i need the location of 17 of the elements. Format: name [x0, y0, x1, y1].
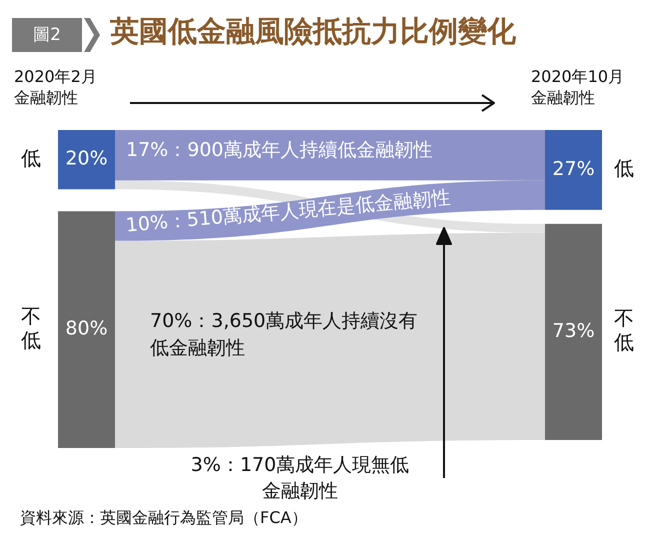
data-label: 73% [552, 320, 595, 342]
category-label: 低 [614, 156, 634, 180]
data-label: 70%：3,650萬成年人持續沒有低金融韌性 [150, 310, 418, 359]
data-label: 27% [552, 158, 595, 180]
data-label: 80% [65, 318, 108, 340]
data-label: 10%：510萬成年人現在是低金融韌性 [124, 186, 452, 237]
text: 2020年10月金融韌性 [531, 67, 624, 107]
category-label: 不低 [21, 304, 41, 352]
text: 英國低金融風險抵抗力比例變化 [110, 13, 516, 50]
category-label: 低 [21, 146, 41, 170]
data-label: 20% [65, 148, 108, 170]
text: 圖2 [12, 18, 82, 52]
source-note: 資料來源：英國金融行為監管局（FCA） [20, 508, 308, 529]
text: 2020年2月金融韌性 [14, 67, 97, 107]
category-label: 不低 [614, 306, 634, 354]
data-label: 17%：900萬成年人持續低金融韌性 [126, 139, 432, 162]
data-label: 3%：170萬成年人現無低金融韌性 [190, 454, 410, 502]
